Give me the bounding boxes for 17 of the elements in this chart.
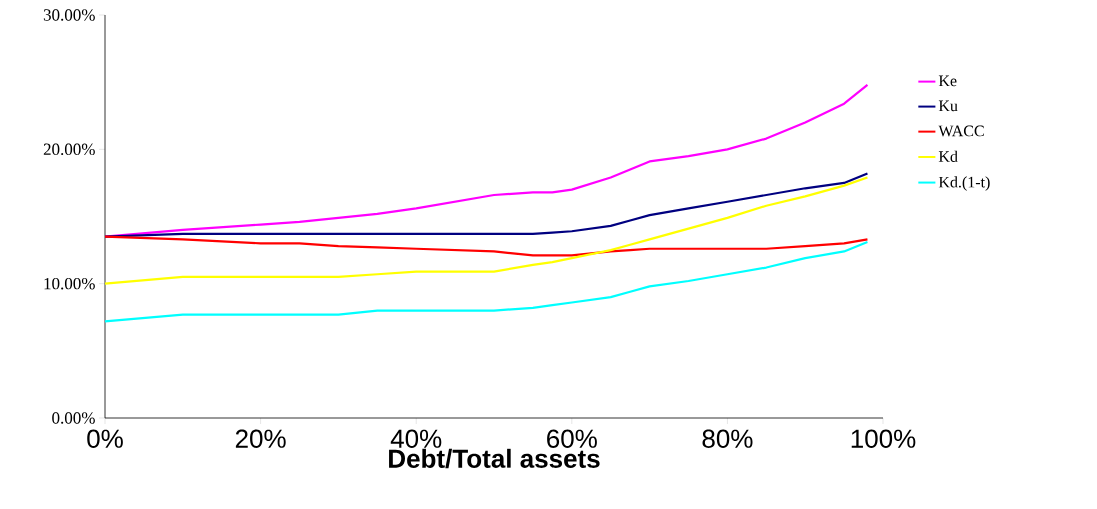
x-tick-label: 100% (851, 429, 916, 448)
legend-label: Ke (938, 75, 957, 87)
y-tick-label: 0.00% (52, 412, 95, 424)
x-tick-label: 20% (235, 429, 286, 448)
legend-label: WACC (938, 125, 984, 137)
y-tick-label: 10.00% (44, 277, 95, 290)
line-series (103, 83, 869, 238)
legend-label: Kd (938, 150, 958, 162)
x-tick-label: 80% (702, 429, 753, 448)
x-axis-title: Debt/Total assets (389, 448, 600, 469)
y-tick-label: 30.00% (43, 9, 95, 21)
legend-label: Kd.(1-t) (938, 176, 990, 191)
x-tick-label: 40% (390, 429, 442, 448)
x-tick-label: 60% (547, 429, 597, 448)
legend-label: Ku (938, 100, 958, 112)
x-tick-label: 0% (87, 429, 123, 448)
y-tick-label: 20.00% (43, 143, 95, 156)
